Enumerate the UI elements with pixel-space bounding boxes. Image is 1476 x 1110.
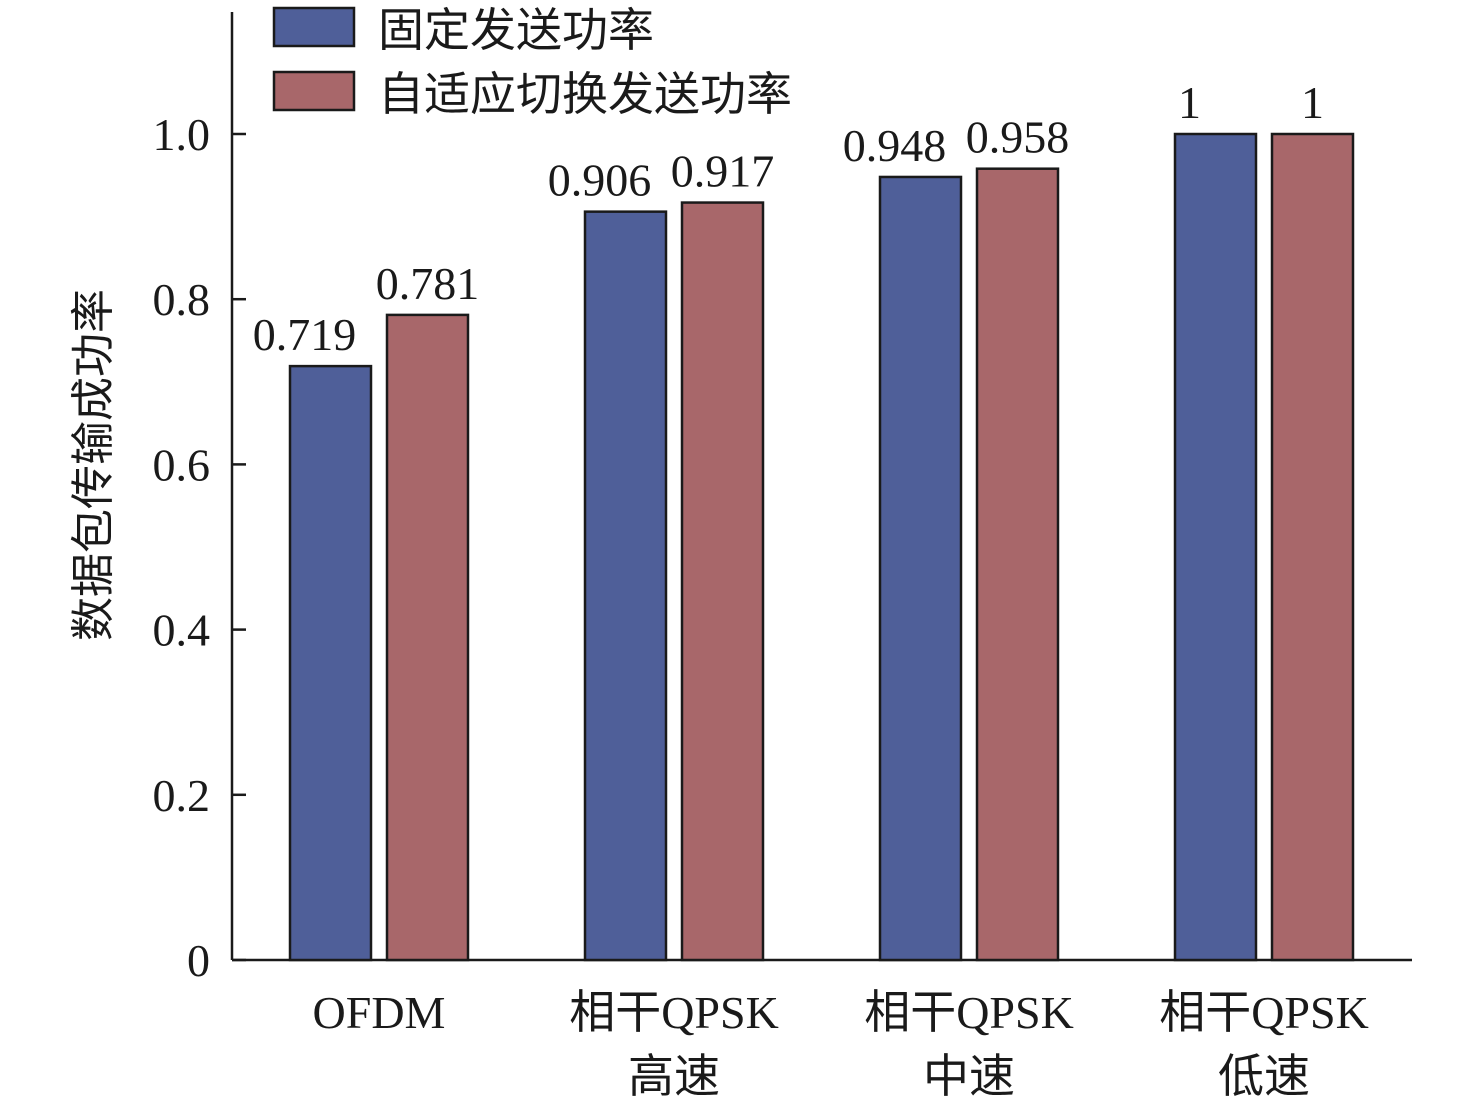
y-axis-label: 数据包传输成功率 (69, 289, 118, 641)
y-tick-label: 0.2 (153, 770, 211, 821)
legend-swatch-fixed-power (272, 6, 356, 48)
y-tick-label: 0.4 (153, 605, 211, 656)
y-tick-label: 0.8 (153, 274, 211, 325)
category-label: OFDM (313, 987, 446, 1038)
data-label: 0.906 (548, 155, 652, 206)
category-label: 相干QPSK (864, 987, 1074, 1038)
category-label: 高速 (628, 1051, 720, 1102)
data-label: 0.958 (966, 112, 1070, 163)
category-label: 低速 (1218, 1051, 1310, 1102)
data-label: 0.917 (671, 146, 775, 197)
data-label: 0.781 (376, 258, 480, 309)
y-tick-label: 1.0 (153, 109, 211, 160)
category-label: 相干QPSK (1159, 987, 1369, 1038)
bar (1173, 132, 1258, 962)
bar (680, 201, 765, 962)
bar (975, 167, 1060, 962)
data-label: 1 (1178, 77, 1201, 128)
category-label: 相干QPSK (569, 987, 779, 1038)
bar (385, 313, 470, 962)
legend-label-adaptive-power: 自适应切换发送功率 (378, 69, 792, 120)
y-tick-label: 0 (187, 935, 210, 986)
legend: 固定发送功率 自适应切换发送功率 (272, 5, 792, 120)
bar (583, 210, 668, 962)
bar (288, 364, 373, 962)
legend-swatch-adaptive-power (272, 70, 356, 112)
category-label: 中速 (923, 1051, 1015, 1102)
data-label: 0.719 (253, 309, 357, 360)
y-tick-label: 0.6 (153, 439, 211, 490)
data-label: 1 (1301, 77, 1324, 128)
bar (1270, 132, 1355, 962)
bar (878, 175, 963, 962)
plot-area: 0 0.2 0.4 0.6 0.8 1.0 0.719 0.781 OFDM 0.906 0.917… (153, 12, 1412, 1102)
data-label: 0.948 (843, 120, 947, 171)
legend-label-fixed-power: 固定发送功率 (378, 5, 654, 56)
